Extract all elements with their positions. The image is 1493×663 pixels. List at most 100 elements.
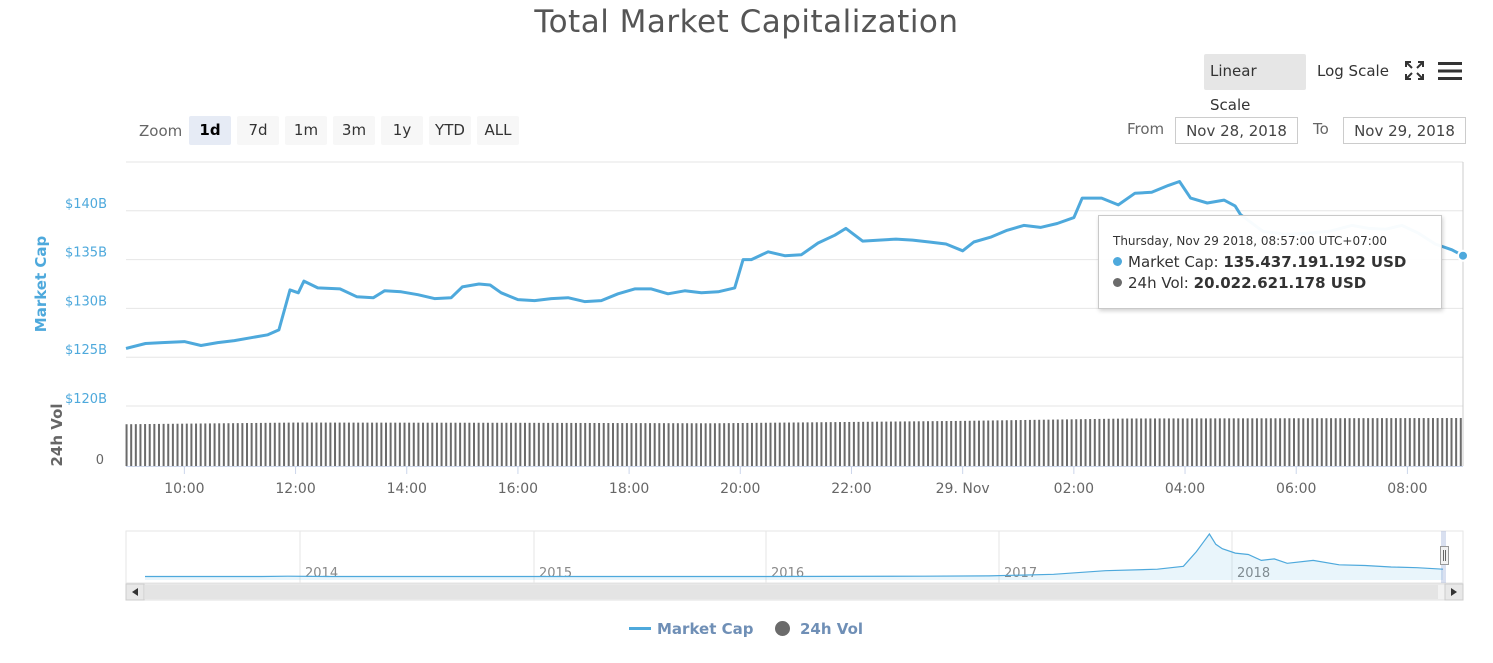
legend-market-cap-label: Market Cap — [657, 620, 754, 638]
volume-bar — [639, 423, 642, 466]
linear-scale-button[interactable]: Linear Scale — [1204, 54, 1306, 114]
volume-bar — [1376, 418, 1379, 466]
volume-bar — [672, 423, 675, 466]
volume-bar — [889, 421, 892, 466]
volume-bar — [486, 422, 489, 466]
x-tick-label: 29. Nov — [936, 481, 990, 497]
volume-bar — [1056, 419, 1059, 466]
scroll-left-arrow-icon — [132, 588, 138, 596]
volume-bar — [130, 424, 133, 466]
volume-bar — [1422, 418, 1425, 466]
volume-bar — [996, 420, 999, 466]
legend-item-volume[interactable]: 24h Vol — [775, 620, 863, 642]
volume-bar — [894, 421, 897, 466]
volume-bar — [727, 423, 730, 466]
volume-bar — [352, 422, 355, 466]
navigator-series-line — [145, 532, 1444, 578]
volume-bar — [1371, 418, 1374, 466]
volume-bar — [324, 422, 327, 466]
volume-bar — [792, 422, 795, 466]
zoom-1d-button[interactable]: 1d — [189, 116, 231, 145]
volume-bar — [1195, 418, 1198, 466]
volume-bar — [871, 421, 874, 466]
volume-bar — [1204, 418, 1207, 466]
volume-bar — [825, 422, 828, 466]
volume-axis-label: 24h Vol — [48, 403, 66, 466]
zoom-1m-button[interactable]: 1m — [285, 116, 327, 145]
volume-bar — [269, 422, 272, 466]
volume-bar — [1144, 418, 1147, 466]
volume-bar — [579, 422, 582, 466]
volume-bar — [815, 422, 818, 466]
zoom-ytd-button[interactable]: YTD — [429, 116, 471, 145]
zoom-3m-button[interactable]: 3m — [333, 116, 375, 145]
volume-bar — [371, 422, 374, 466]
tooltip-market-cap-row: Market Cap: 135.437.191.192 USD — [1113, 252, 1441, 273]
volume-bar — [1033, 419, 1036, 466]
volume-bar — [713, 423, 716, 466]
volume-bar — [403, 422, 406, 466]
volume-bar — [310, 422, 313, 466]
volume-bar — [690, 423, 693, 466]
x-tick-label: 16:00 — [498, 481, 538, 497]
legend-item-market-cap[interactable]: Market Cap — [629, 620, 753, 642]
volume-bar — [139, 424, 142, 466]
volume-bar — [213, 423, 216, 466]
volume-bar — [315, 422, 318, 466]
volume-bar — [1232, 418, 1235, 466]
zoom-7d-button[interactable]: 7d — [237, 116, 279, 145]
volume-bar — [1103, 418, 1106, 466]
volume-bar — [1214, 418, 1217, 466]
volume-bar — [1302, 418, 1305, 466]
volume-bar — [820, 422, 823, 466]
volume-bar — [1223, 418, 1226, 466]
volume-bar — [574, 422, 577, 466]
volume-bar — [834, 422, 837, 466]
volume-bar — [1362, 418, 1365, 466]
volume-bar — [676, 423, 679, 466]
volume-bar — [1274, 418, 1277, 466]
fullscreen-icon[interactable] — [1404, 60, 1425, 81]
volume-bar — [908, 421, 911, 466]
volume-bar — [334, 422, 337, 466]
volume-bar — [750, 422, 753, 466]
volume-bar — [1130, 418, 1133, 466]
hamburger-menu-icon[interactable] — [1438, 61, 1462, 81]
volume-bar — [778, 422, 781, 466]
volume-bar — [1172, 418, 1175, 466]
market-cap-dot-icon — [1113, 257, 1122, 266]
volume-bar — [1288, 418, 1291, 466]
market-cap-series-line — [125, 180, 1464, 350]
volume-bar — [1047, 419, 1050, 466]
volume-bar — [732, 423, 735, 466]
volume-bar — [852, 421, 855, 466]
volume-bar — [686, 423, 689, 466]
volume-bar — [1177, 418, 1180, 466]
volume-bar — [973, 420, 976, 466]
volume-bar — [1353, 418, 1356, 466]
from-date-input[interactable]: Nov 28, 2018 — [1175, 117, 1298, 144]
zoom-1y-button[interactable]: 1y — [381, 116, 423, 145]
volume-bar — [547, 422, 550, 466]
navigator-handle[interactable] — [1440, 546, 1449, 565]
scrollbar-thumb[interactable] — [145, 585, 1438, 599]
volume-bar — [1001, 420, 1004, 466]
volume-bar — [1163, 418, 1166, 466]
volume-bar — [593, 422, 596, 466]
volume-bar — [1121, 418, 1124, 466]
log-scale-button[interactable]: Log Scale — [1317, 62, 1389, 80]
volume-bar — [1311, 418, 1314, 466]
to-date-input[interactable]: Nov 29, 2018 — [1343, 117, 1466, 144]
volume-bar — [246, 423, 249, 466]
zoom-all-button[interactable]: ALL — [477, 116, 519, 145]
volume-bar — [510, 422, 513, 466]
navigator-area — [145, 534, 1443, 580]
volume-bar — [658, 423, 661, 466]
volume-bar — [1112, 418, 1115, 466]
volume-bar — [1186, 418, 1189, 466]
volume-bar — [125, 424, 128, 466]
volume-bar — [848, 421, 851, 466]
volume-bar — [917, 421, 920, 466]
volume-bar — [931, 421, 934, 466]
